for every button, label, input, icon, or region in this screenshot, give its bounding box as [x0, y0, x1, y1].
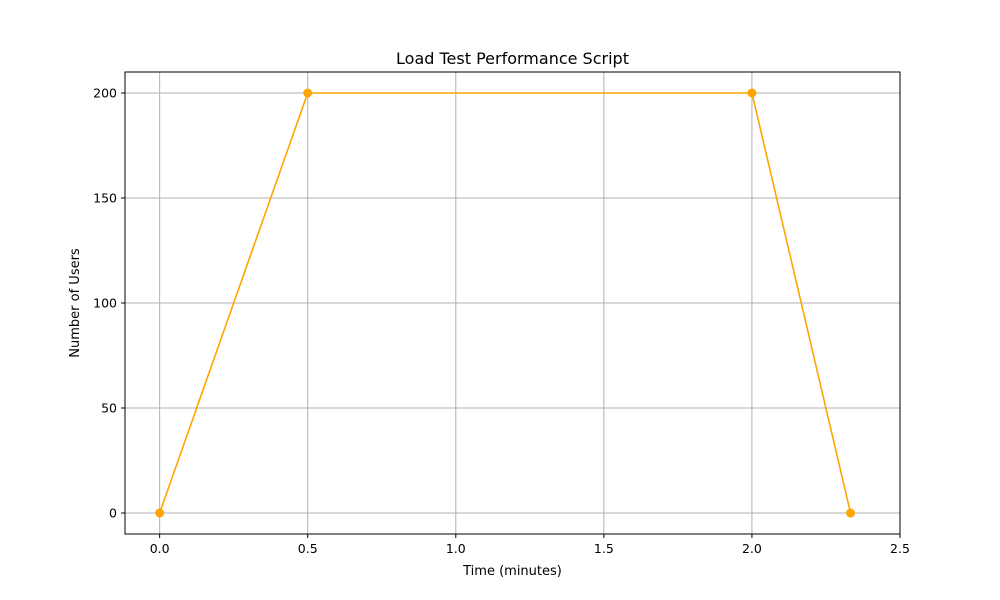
y-tick-label: 200 [93, 86, 117, 101]
x-tick-label: 2.5 [890, 541, 910, 556]
y-axis-label: Number of Users [68, 248, 83, 358]
series-layer [155, 88, 856, 518]
data-point-marker [303, 88, 313, 98]
data-point-marker [747, 88, 757, 98]
data-point-marker [846, 508, 856, 518]
chart-title: Load Test Performance Script [396, 49, 629, 68]
y-tick-label: 0 [109, 506, 117, 521]
x-tick-label: 0.0 [150, 541, 170, 556]
data-point-marker [155, 508, 165, 518]
x-axis-label: Time (minutes) [462, 564, 562, 579]
series-line [158, 92, 852, 514]
x-tick-label: 1.5 [594, 541, 614, 556]
y-tick-label: 50 [101, 401, 117, 416]
y-tick-label: 150 [93, 191, 117, 206]
x-tick-label: 2.0 [742, 541, 762, 556]
x-tick-label: 0.5 [298, 541, 318, 556]
y-tick-label: 100 [93, 296, 117, 311]
axis-ticks: 0.0 0.5 1.0 1.5 2.0 2.5 0 50 100 150 200 [93, 86, 910, 557]
x-tick-label: 1.0 [446, 541, 466, 556]
